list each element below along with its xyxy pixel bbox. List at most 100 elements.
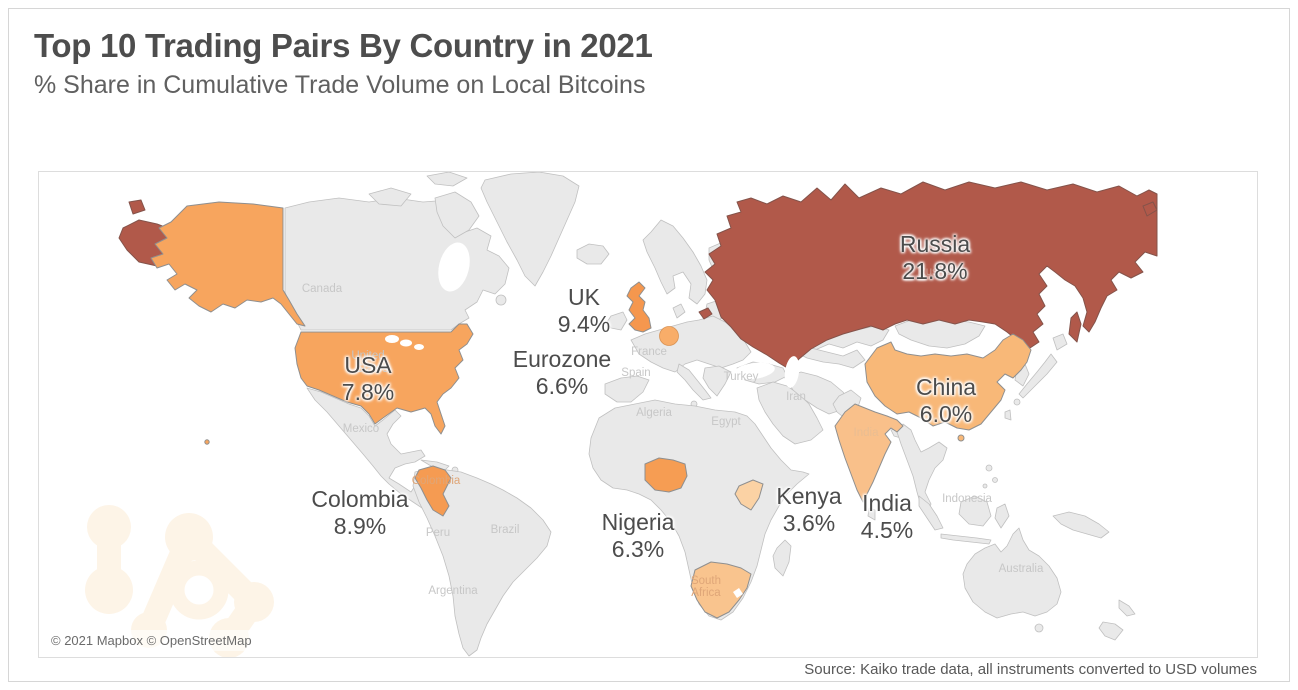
- country-south-africa[interactable]: [690, 561, 752, 619]
- country-australia: [962, 527, 1062, 619]
- great-lakes-3: [414, 344, 424, 350]
- country-sri-lanka: [867, 507, 876, 521]
- highlighted-countries: [118, 181, 1158, 619]
- map-label-egypt: Egypt: [711, 416, 741, 428]
- great-lakes-1: [385, 335, 399, 343]
- callout-nigeria-value: 6.3%: [611, 536, 665, 562]
- country-balkans-greece: [702, 365, 732, 397]
- country-cuba: [420, 459, 450, 471]
- country-russia-chukotka-west-2[interactable]: [128, 199, 146, 215]
- callout-usa-country: USA: [344, 352, 392, 378]
- callout-india-value: 4.5%: [860, 517, 914, 543]
- country-china[interactable]: [864, 333, 1032, 431]
- callout-india-country: India: [862, 490, 912, 516]
- world-map: [85, 172, 1158, 657]
- country-scandinavia: [642, 219, 708, 305]
- map-label-argentina: Argentina: [428, 585, 478, 597]
- country-india[interactable]: [834, 403, 904, 503]
- country-italy: [676, 363, 712, 401]
- country-sulawesi: [994, 503, 1010, 529]
- map-label-russia: Russia: [917, 266, 953, 278]
- country-tasmania: [1034, 623, 1044, 633]
- country-kenya[interactable]: [734, 479, 764, 511]
- country-ireland: [606, 311, 628, 331]
- country-new-guinea: [1052, 511, 1110, 539]
- country-iberia: [604, 375, 650, 403]
- hudson-bay: [438, 242, 470, 292]
- callout-uk-country: UK: [568, 284, 600, 310]
- country-russia-kaliningrad[interactable]: [698, 307, 713, 320]
- map-label-spain: Spain: [621, 367, 651, 379]
- country-hokkaido: [1052, 333, 1068, 351]
- country-usa-hawaii[interactable]: [204, 439, 210, 445]
- callout-colombia-value: 8.9%: [333, 513, 387, 539]
- map-panel: Canada United States Mexico Colombia Per…: [38, 171, 1258, 658]
- callout-kenya: Kenya 3.6%: [776, 483, 841, 537]
- map-label-australia: Australia: [998, 563, 1044, 575]
- water-overlays: [385, 242, 800, 388]
- callout-china-country: China: [915, 374, 977, 400]
- country-usa-alaska[interactable]: [150, 201, 306, 327]
- country-philippines-1: [985, 464, 993, 472]
- callout-china-value: 6.0%: [919, 401, 973, 427]
- callout-nigeria-country: Nigeria: [601, 509, 675, 535]
- country-usa-lower48[interactable]: [294, 323, 474, 435]
- source-note: Source: Kaiko trade data, all instrument…: [804, 661, 1257, 678]
- country-borneo: [958, 495, 992, 527]
- callout-china: China 6.0%: [916, 374, 976, 428]
- country-nigeria[interactable]: [644, 457, 688, 493]
- country-africa: [588, 399, 810, 621]
- map-label-peru: Peru: [425, 527, 451, 539]
- map-label-colombia: Colombia: [411, 475, 461, 487]
- map-label-iran: Iran: [786, 391, 806, 403]
- country-newfoundland: [495, 294, 507, 306]
- country-sumatra: [918, 495, 944, 531]
- page-title: Top 10 Trading Pairs By Country in 2021: [34, 27, 653, 64]
- country-new-zealand-north: [1118, 599, 1136, 617]
- callout-colombia: Colombia 8.9%: [311, 486, 408, 540]
- country-iceland: [576, 243, 610, 265]
- country-china-hainan[interactable]: [957, 434, 965, 442]
- callout-russia-value: 21.8%: [902, 258, 968, 284]
- country-southeast-asia: [896, 423, 948, 515]
- map-label-turkey: Turkey: [723, 371, 759, 383]
- country-denmark: [672, 303, 686, 319]
- country-colombia[interactable]: [414, 465, 452, 517]
- map-label-indonesia: Indonesia: [942, 493, 992, 505]
- page-subtitle: % Share in Cumulative Trade Volume on Lo…: [34, 71, 646, 99]
- base-countries: [284, 172, 1136, 657]
- country-mongolia: [894, 317, 986, 349]
- callout-colombia-country: Colombia: [311, 486, 409, 512]
- black-sea: [733, 362, 775, 380]
- map-label-states: States: [355, 363, 389, 375]
- country-uk[interactable]: [626, 281, 652, 333]
- map-label-france: France: [631, 346, 667, 358]
- map-label-south: South: [690, 575, 722, 587]
- callout-nigeria: Nigeria 6.3%: [602, 509, 675, 563]
- country-lesotho: [733, 588, 743, 598]
- kaiko-watermark: [85, 505, 274, 657]
- viz-frame: Top 10 Trading Pairs By Country in 2021 …: [8, 8, 1290, 682]
- country-baffin: [434, 191, 480, 239]
- country-russia[interactable]: [704, 181, 1158, 370]
- country-russia-wrangel[interactable]: [1142, 201, 1158, 217]
- map-label-brazil: Brazil: [490, 524, 520, 536]
- callout-uk: UK 9.4%: [558, 284, 610, 338]
- country-south-america: [412, 467, 552, 657]
- map-label-algeria: Algeria: [636, 407, 672, 419]
- country-russia-sakhalin[interactable]: [1068, 311, 1082, 343]
- callout-eurozone: Eurozone 6.6%: [513, 346, 611, 400]
- map-label-mexico: Mexico: [342, 423, 380, 435]
- country-central-europe: [630, 315, 752, 373]
- country-mexico-central-america: [306, 387, 432, 511]
- callout-eurozone-value: 6.6%: [535, 373, 589, 399]
- caspian-sea: [784, 356, 800, 388]
- country-arctic-islands: [368, 187, 412, 207]
- eurozone-bubble[interactable]: [659, 326, 679, 346]
- callout-eurozone-country: Eurozone: [512, 346, 612, 372]
- country-philippines-3: [982, 483, 988, 489]
- country-new-zealand-south: [1098, 621, 1124, 641]
- map-attribution[interactable]: © 2021 Mapbox © OpenStreetMap: [43, 630, 260, 651]
- map-label-india: India: [853, 427, 879, 439]
- callout-uk-value: 9.4%: [557, 311, 611, 337]
